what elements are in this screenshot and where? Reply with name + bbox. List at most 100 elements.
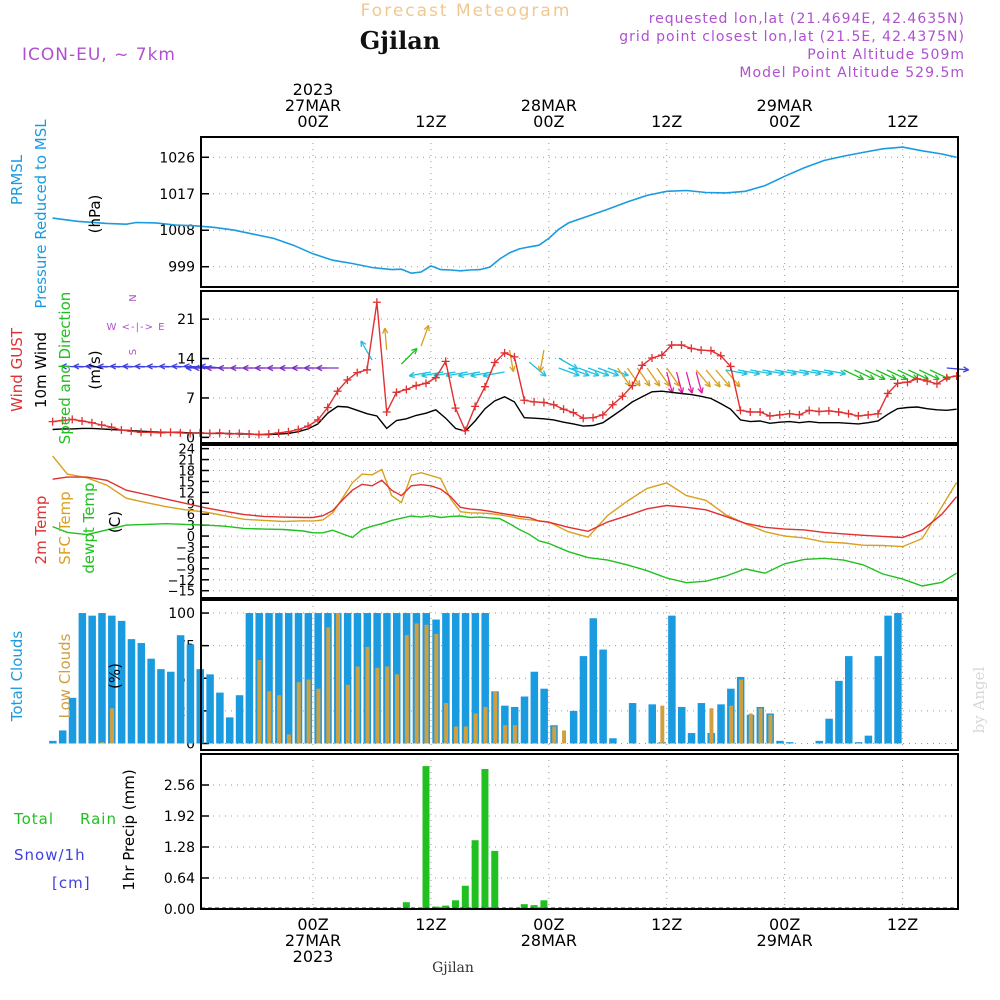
gust-marker xyxy=(530,397,539,406)
gust-marker xyxy=(166,428,175,437)
wind-gust-label: Wind GUST xyxy=(8,327,26,412)
wind-unit-label: (m/s) xyxy=(86,350,104,389)
watermark: by Angel xyxy=(970,666,988,733)
gust-marker xyxy=(304,422,313,431)
wind-arrow-head xyxy=(411,347,418,355)
low-cloud-bar xyxy=(463,726,468,744)
total-cloud-bar xyxy=(245,613,254,744)
total-cloud-bar xyxy=(117,620,126,744)
wind-arrow-head xyxy=(408,371,416,379)
precip-panel: 0.000.641.281.922.56 Total Rain Snow/1h … xyxy=(13,753,959,918)
low-cloud-bar xyxy=(483,706,488,744)
gust-marker xyxy=(824,406,833,415)
wind-arrow-shaft xyxy=(597,367,619,377)
gust-marker xyxy=(313,415,322,424)
snow-label: Snow/1h xyxy=(14,846,86,864)
wind-arrow-shaft xyxy=(823,369,846,375)
total-cloud-bar xyxy=(501,705,509,744)
gust-marker xyxy=(608,400,617,409)
total-cloud-bar xyxy=(894,613,902,744)
gust-marker xyxy=(932,379,941,388)
wind-arrow-head xyxy=(571,363,579,370)
subtitle: Forecast Meteogram xyxy=(361,1,572,21)
dewpt-label: dewpt Temp xyxy=(80,482,98,573)
gust-marker xyxy=(687,344,696,353)
pressure-y-ticks: 999 1008 1017 1026 xyxy=(159,150,209,276)
prmsl-desc-label: Pressure Reduced to MSL xyxy=(32,119,50,309)
temp-unit-label: (C) xyxy=(106,511,124,533)
wind-arrow-shaft xyxy=(725,369,748,375)
wind-arrow-head xyxy=(644,379,651,387)
gust-marker xyxy=(441,357,450,366)
clouds-frame xyxy=(200,599,959,751)
wind-arrow-head xyxy=(122,363,129,370)
wind-arrow-head xyxy=(423,324,430,332)
wind-arrow-head xyxy=(962,366,970,373)
time-label-top: 00Z xyxy=(769,112,800,131)
y-tick-label: 21 xyxy=(177,312,195,328)
wind-arrow-shaft xyxy=(695,369,711,388)
total-cloud-bar xyxy=(294,613,303,744)
temperature-grid xyxy=(201,445,958,598)
wind-arrow-head xyxy=(704,380,711,388)
wind-arrow-shaft xyxy=(587,367,610,377)
gust-marker xyxy=(638,361,647,370)
low-cloud-bar xyxy=(296,682,301,744)
wind-arrow-shaft xyxy=(799,369,822,375)
rain-bar xyxy=(471,840,479,909)
gust-marker xyxy=(913,374,922,383)
gust-marker xyxy=(942,373,951,382)
rain-bar xyxy=(540,900,548,909)
gust-marker xyxy=(235,429,244,438)
low-cloud-bar xyxy=(414,623,419,744)
pressure-frame xyxy=(200,136,959,288)
info-line-model-altitude: Model Point Altitude 529.5m xyxy=(739,65,965,81)
time-label-bottom: 29MAR xyxy=(757,931,813,950)
wind-arrow-head xyxy=(509,365,516,373)
low-cloud-bar xyxy=(277,695,282,744)
low-cloud-bar xyxy=(453,726,458,744)
total-cloud-bar xyxy=(717,704,725,744)
gust-marker xyxy=(372,298,381,307)
wind-arrow-shaft xyxy=(184,365,207,368)
low-cloud-bar xyxy=(444,703,449,744)
wind-grid xyxy=(201,291,958,443)
y-tick-label: 3 xyxy=(187,519,195,534)
rain-bar xyxy=(461,885,469,909)
wind-arrow-head xyxy=(242,364,249,372)
gust-marker xyxy=(559,405,568,414)
wind-arrow-shaft xyxy=(482,371,505,377)
time-label-bottom: 27MAR xyxy=(285,931,341,950)
wind-arrow-head xyxy=(889,374,897,381)
low-cloud-bar xyxy=(316,688,321,744)
y-tick-label: 14 xyxy=(177,352,195,368)
total-cloud-bar xyxy=(520,696,529,744)
total-cloud-bar xyxy=(589,618,598,744)
low-cloud-bar xyxy=(336,613,341,744)
low-cloud-bar xyxy=(385,666,390,744)
rain-bar xyxy=(422,766,430,909)
gust-marker xyxy=(618,392,627,401)
wind-arrow-shaft xyxy=(626,367,641,387)
wind-arrow-head xyxy=(677,387,685,394)
gust-marker xyxy=(343,375,352,384)
y-tick-label: 1.28 xyxy=(164,840,195,856)
gust-marker xyxy=(58,416,67,425)
y-tick-label: 24 xyxy=(178,443,195,458)
total-cloud-bar xyxy=(275,613,283,744)
total-cloud-bar xyxy=(864,735,873,744)
low-cloud-bar xyxy=(552,726,557,744)
sfc-temp-line xyxy=(52,455,958,548)
total-cloud-bar xyxy=(835,680,843,744)
y-tick-label: 12 xyxy=(178,486,195,501)
rain-bar xyxy=(520,904,528,909)
wind-arrow-shaft xyxy=(875,369,897,380)
gust-marker xyxy=(667,341,676,350)
gust-marker xyxy=(225,429,234,438)
wind-arrow-shaft xyxy=(470,371,493,377)
gust-marker xyxy=(87,418,96,427)
wind-arrow-shaft xyxy=(715,369,731,388)
total-cloud-bar xyxy=(599,649,607,744)
wind-arrow-head xyxy=(592,370,600,377)
wind-arrow-head xyxy=(304,364,311,372)
